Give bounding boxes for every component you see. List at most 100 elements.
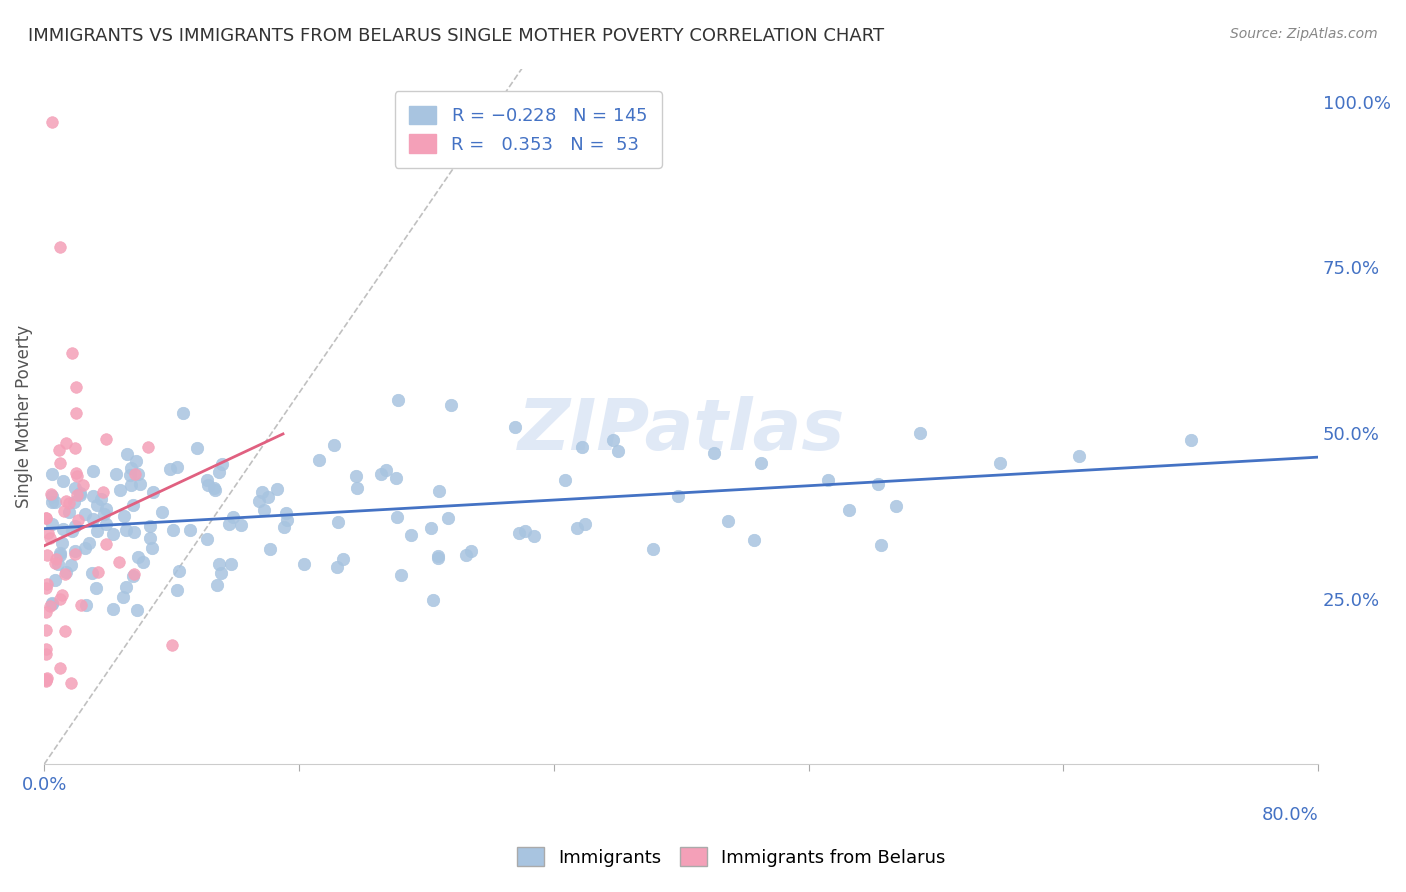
- Point: [219, 557, 242, 571]
- Point: [52, 474, 75, 488]
- Point: [370, 467, 392, 481]
- Point: [229, 517, 252, 532]
- Point: [35, 581, 58, 595]
- Point: [63, 481, 86, 495]
- Point: [63, 544, 86, 558]
- Point: [122, 524, 145, 539]
- Point: [250, 485, 273, 500]
- Point: [204, 483, 226, 498]
- Point: [253, 503, 276, 517]
- Point: [75, 599, 97, 613]
- Point: [256, 490, 278, 504]
- Point: [90, 492, 112, 507]
- Point: [49, 240, 72, 254]
- Point: [385, 471, 408, 485]
- Point: [41, 114, 63, 128]
- Point: [93, 508, 115, 522]
- Point: [44, 556, 66, 570]
- Point: [179, 523, 201, 537]
- Point: [120, 461, 142, 475]
- Point: [274, 506, 297, 520]
- Point: [136, 440, 159, 454]
- Point: [120, 478, 142, 492]
- Point: [66, 488, 89, 502]
- Point: [454, 548, 477, 562]
- Point: [41, 596, 63, 610]
- Point: [273, 520, 295, 534]
- Point: [838, 503, 860, 517]
- Point: [571, 440, 593, 454]
- Point: [86, 524, 108, 538]
- Point: [401, 528, 423, 542]
- Point: [94, 432, 117, 446]
- Point: [104, 467, 127, 481]
- Point: [197, 478, 219, 492]
- Point: [328, 516, 350, 530]
- Point: [41, 516, 63, 531]
- Point: [103, 602, 125, 616]
- Point: [150, 505, 173, 519]
- Point: [35, 673, 58, 687]
- Point: [48, 442, 70, 457]
- Point: [58, 505, 80, 519]
- Point: [51, 536, 73, 550]
- Point: [37, 525, 59, 540]
- Point: [513, 524, 536, 539]
- Point: [1069, 450, 1091, 464]
- Point: [266, 482, 288, 496]
- Point: [94, 502, 117, 516]
- Point: [115, 523, 138, 537]
- Point: [67, 513, 90, 527]
- Point: [60, 558, 83, 572]
- Point: [45, 552, 67, 566]
- Point: [69, 598, 91, 612]
- Point: [35, 641, 58, 656]
- Point: [749, 456, 772, 470]
- Point: [65, 547, 87, 561]
- Point: [141, 541, 163, 555]
- Point: [292, 557, 315, 571]
- Point: [108, 555, 131, 569]
- Point: [508, 526, 530, 541]
- Point: [166, 582, 188, 597]
- Point: [52, 522, 75, 536]
- Point: [643, 541, 665, 556]
- Point: [80, 566, 103, 580]
- Point: [197, 532, 219, 546]
- Point: [988, 456, 1011, 470]
- Point: [124, 467, 146, 481]
- Point: [35, 672, 58, 686]
- Point: [82, 489, 104, 503]
- Point: [53, 624, 76, 638]
- Point: [211, 457, 233, 471]
- Point: [308, 452, 330, 467]
- Point: [503, 419, 526, 434]
- Point: [129, 477, 152, 491]
- Point: [65, 466, 87, 480]
- Point: [111, 591, 134, 605]
- Point: [37, 577, 59, 591]
- Point: [122, 566, 145, 581]
- Point: [122, 498, 145, 512]
- Point: [112, 509, 135, 524]
- Point: [422, 592, 444, 607]
- Point: [41, 495, 63, 509]
- Point: [870, 539, 893, 553]
- Text: Source: ZipAtlas.com: Source: ZipAtlas.com: [1230, 27, 1378, 41]
- Point: [172, 406, 194, 420]
- Point: [118, 467, 141, 482]
- Point: [387, 392, 409, 407]
- Point: [332, 552, 354, 566]
- Text: ZIPatlas: ZIPatlas: [517, 396, 845, 465]
- Point: [72, 478, 94, 492]
- Point: [35, 673, 58, 688]
- Point: [39, 487, 62, 501]
- Point: [127, 467, 149, 481]
- Point: [717, 514, 740, 528]
- Point: [93, 485, 115, 500]
- Point: [96, 516, 118, 531]
- Point: [346, 481, 368, 495]
- Point: [58, 496, 80, 510]
- Point: [460, 543, 482, 558]
- Point: [49, 457, 72, 471]
